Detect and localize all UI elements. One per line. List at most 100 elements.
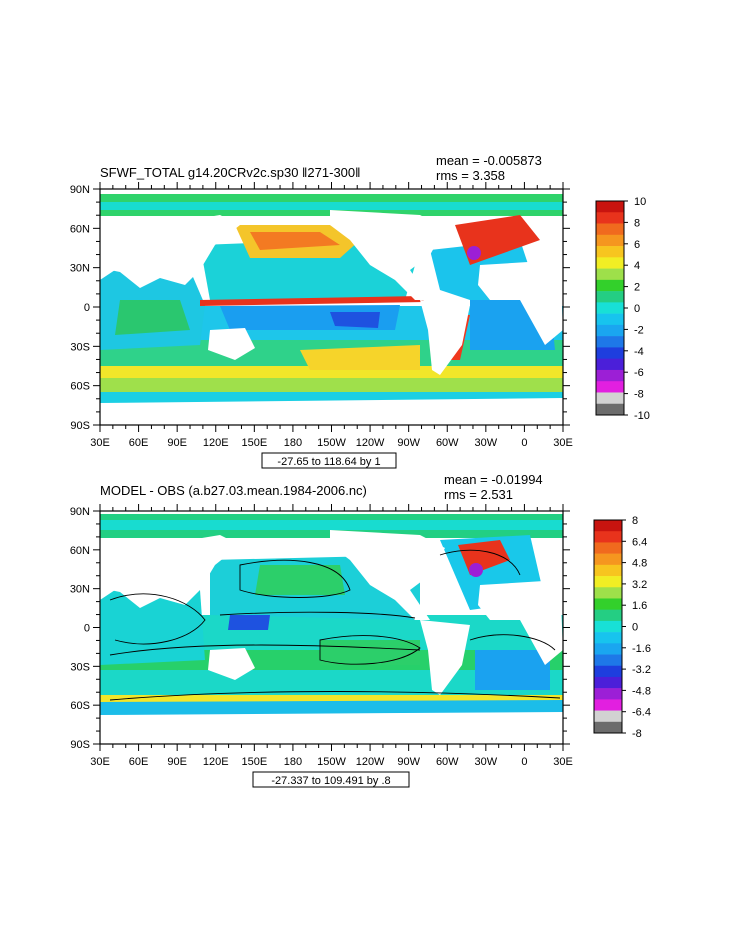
x-tick-label: 150W (317, 437, 346, 449)
range-label: -27.337 to 109.491 by .8 (271, 775, 390, 787)
y-tick-label: 60S (70, 700, 90, 712)
y-tick-label: 90S (70, 739, 90, 751)
colorbar-swatch (594, 721, 622, 734)
colorbar-swatch (594, 564, 622, 577)
colorbar-swatch (594, 553, 622, 566)
x-tick-label: 120W (356, 756, 385, 768)
x-tick-label: 30W (475, 756, 498, 768)
colorbar-label: 0 (632, 622, 638, 634)
colorbar-swatch (594, 643, 622, 655)
colorbar-swatch (594, 710, 622, 723)
colorbar-label: -4 (634, 346, 644, 358)
colorbar-swatch (594, 542, 622, 554)
colorbar-swatch (596, 201, 624, 213)
colorbar-label: -10 (634, 410, 650, 422)
colorbar-label: 10 (634, 196, 646, 208)
x-tick-label: 0 (521, 756, 527, 768)
x-tick-label: 120E (203, 437, 229, 449)
range-label: -27.65 to 118.64 by 1 (277, 456, 380, 468)
panel-bottom: MODEL - OBS (a.b27.03.mean.1984-2006.nc)… (70, 472, 651, 788)
colorbar-swatch (596, 257, 624, 269)
y-tick-label: 90N (70, 184, 90, 196)
y-tick-label: 30N (70, 263, 90, 275)
colorbar-label: 0 (634, 303, 640, 315)
y-tick-label: 90N (70, 506, 90, 518)
colorbar-swatch (596, 246, 624, 258)
colorbar-label: -1.6 (632, 643, 651, 655)
contour-line (219, 611, 416, 619)
rms-stat: rms = 2.531 (444, 487, 513, 502)
y-tick-label: 60N (70, 223, 90, 235)
x-tick-label: 30E (553, 756, 573, 768)
colorbar-swatch (596, 212, 624, 224)
colorbar-swatch (594, 688, 622, 700)
map-axes: 30E 60E 90E 120E 150E 180 150W 120W 90W 60W 30W 0 30… (70, 182, 573, 449)
colorbar-bottom: 8 6.4 4.8 3.2 1.6 0 -1.6 -3.2 -4.8 -6.4 -8 (593, 515, 651, 740)
colorbar-swatch (596, 223, 624, 236)
x-tick-label: 90W (397, 437, 420, 449)
x-tick-label: 180 (284, 756, 302, 768)
map-field (100, 189, 563, 425)
colorbar-swatch (594, 576, 622, 588)
colorbar-swatch (594, 531, 622, 543)
colorbar-label: 8 (634, 217, 640, 229)
colorbar-label: -2 (634, 324, 644, 336)
colorbar-label: 6.4 (632, 536, 647, 548)
x-tick-label: 30E (90, 756, 110, 768)
colorbar-swatch (594, 520, 622, 532)
contour-line (239, 559, 351, 598)
contour-line (109, 593, 206, 645)
panel-title: MODEL - OBS (a.b27.03.mean.1984-2006.nc) (100, 483, 367, 498)
colorbar-label: 6 (634, 239, 640, 251)
panel-top: SFWF_TOTAL g14.20CRv2c.sp30 ‖271-300‖ me… (70, 153, 650, 469)
colorbar-swatch (594, 665, 622, 678)
x-tick-label: 150E (241, 756, 267, 768)
contour-line (319, 635, 421, 665)
range-box: -27.65 to 118.64 by 1 (261, 452, 397, 469)
x-tick-label: 60E (129, 437, 149, 449)
colorbar-label: -6 (634, 367, 644, 379)
y-tick-label: 30N (70, 584, 90, 596)
colorbar-label: -4.8 (632, 685, 651, 697)
x-tick-label: 90E (167, 437, 187, 449)
x-tick-label: 90W (397, 756, 420, 768)
colorbar-swatch (596, 268, 624, 281)
range-box: -27.337 to 109.491 by .8 (252, 771, 410, 788)
x-tick-label: 120W (356, 437, 385, 449)
x-tick-label: 0 (521, 437, 527, 449)
colorbar-swatch (596, 324, 624, 337)
colorbar-swatch (596, 381, 624, 393)
panel-title: SFWF_TOTAL g14.20CRv2c.sp30 ‖271-300‖ (100, 165, 361, 180)
rms-stat: rms = 3.358 (436, 168, 505, 183)
x-tick-label: 60W (436, 756, 459, 768)
y-tick-label: 90S (70, 420, 90, 432)
x-tick-label: 120E (203, 756, 229, 768)
colorbar-swatch (596, 347, 624, 359)
x-tick-label: 90E (167, 756, 187, 768)
y-tick-label: 0 (84, 302, 90, 314)
y-tick-label: 0 (84, 623, 90, 635)
mean-stat: mean = -0.005873 (436, 153, 542, 168)
x-tick-label: 180 (284, 437, 302, 449)
x-tick-label: 30E (90, 437, 110, 449)
contour-line (109, 644, 421, 656)
colorbar-swatch (594, 598, 622, 610)
x-tick-label: 30W (475, 437, 498, 449)
map-axes: 30E 60E 90E 120E 150E 180 150W 120W 90W 60W 30W 0 30… (70, 504, 573, 768)
x-tick-label: 30E (553, 437, 573, 449)
y-tick-label: 30S (70, 661, 90, 673)
y-tick-label: 30S (70, 341, 90, 353)
colorbar-swatch (596, 403, 624, 416)
map-field (100, 511, 563, 744)
colorbar-swatch (596, 291, 624, 303)
contour-line (469, 634, 556, 651)
colorbar-label: -8 (632, 728, 642, 740)
x-tick-label: 150W (317, 756, 346, 768)
y-tick-label: 60S (70, 381, 90, 393)
colorbar-label: 2 (634, 282, 640, 294)
colorbar-swatch (596, 358, 624, 371)
colorbar-label: 4 (634, 260, 640, 272)
colorbar-swatch (596, 336, 624, 348)
colorbar-swatch (594, 609, 622, 622)
